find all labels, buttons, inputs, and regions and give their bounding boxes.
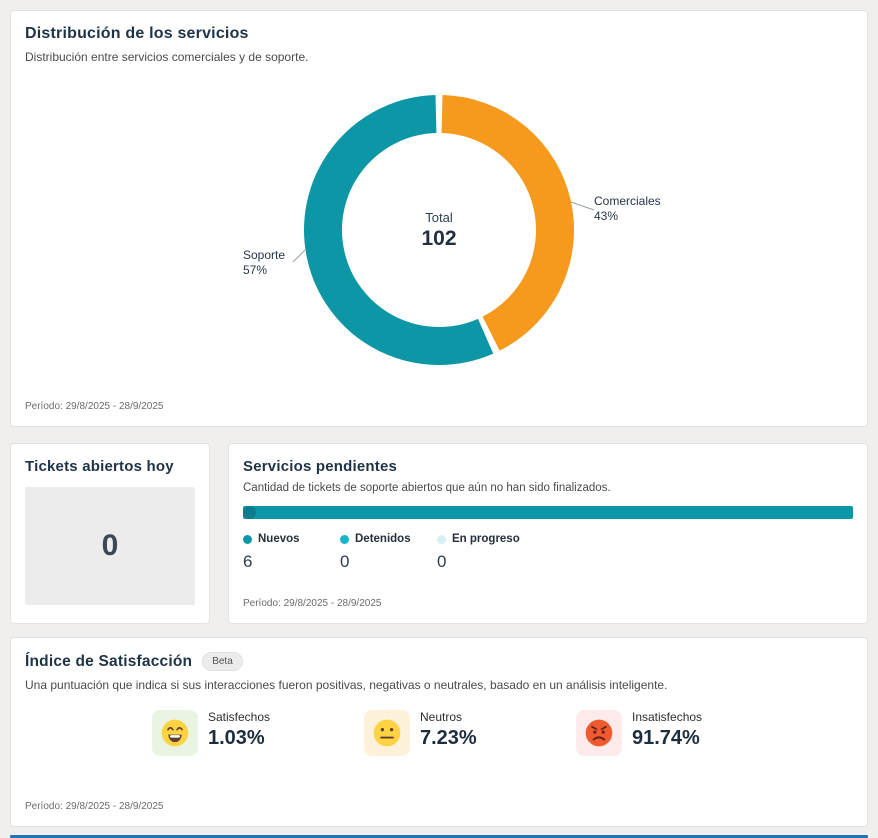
- legend-item-en-progreso[interactable]: En progreso 0: [437, 533, 534, 572]
- pending-stacked-bar[interactable]: [243, 506, 853, 519]
- legend-label-detenidos: Detenidos: [355, 533, 411, 545]
- pending-bar-cap: [243, 506, 256, 519]
- satisfaction-subtitle: Una puntuación que indica si sus interac…: [25, 678, 668, 692]
- donut-chart-area: Total 102 Comerciales 43% Soporte 57%: [25, 64, 853, 401]
- legend-value-detenidos: 0: [340, 552, 350, 571]
- donut-label-soporte-name: Soporte: [243, 248, 286, 262]
- legend-label-nuevos: Nuevos: [258, 533, 300, 545]
- distribution-title: Distribución de los servicios: [25, 25, 249, 42]
- distribution-period: Período: 29/8/2025 - 28/9/2025: [25, 401, 164, 412]
- satisfaction-card: Índice de Satisfacción Beta Una puntuaci…: [10, 637, 868, 827]
- footer-bar: [10, 835, 868, 838]
- satisfaction-title: Índice de Satisfacción: [25, 652, 193, 670]
- tickets-count-box: 0: [25, 487, 195, 605]
- donut-label-comerciales: Comerciales 43%: [594, 194, 661, 224]
- bar-segment-nuevos[interactable]: [243, 506, 853, 519]
- stat-insatisfechos: Insatisfechos 91.74%: [576, 710, 726, 756]
- total-label: Total: [425, 209, 453, 225]
- stat-neutros: Neutros 7.23%: [364, 710, 514, 756]
- donut-label-soporte-pct: 57%: [243, 263, 268, 277]
- donut-label-comerciales-name: Comerciales: [594, 194, 661, 208]
- legend-dot-en-progreso-icon: [437, 534, 446, 544]
- pending-subtitle: Cantidad de tickets de soporte abiertos …: [243, 482, 611, 494]
- donut-center-total: Total 102: [299, 90, 579, 370]
- legend-item-detenidos[interactable]: Detenidos 0: [340, 533, 437, 572]
- beta-badge: Beta: [202, 652, 243, 671]
- donut-label-comerciales-pct: 43%: [594, 209, 619, 223]
- pending-period: Período: 29/8/2025 - 28/9/2025: [243, 598, 382, 609]
- stat-value-neutros: 7.23%: [420, 727, 477, 749]
- total-value: 102: [421, 226, 457, 250]
- donut-segment-comerciales[interactable]: [441, 95, 574, 351]
- angry-face-icon: [576, 710, 622, 756]
- pending-title: Servicios pendientes: [243, 458, 398, 475]
- middle-row: Tickets abiertos hoy 0 Servicios pendien…: [10, 443, 868, 624]
- dashboard: Distribución de los servicios Distribuci…: [10, 10, 868, 838]
- satisfaction-stats: Satisfechos 1.03% Neutros 7.23%: [25, 710, 853, 756]
- stat-satisfechos: Satisfechos 1.03%: [152, 710, 302, 756]
- distribution-card: Distribución de los servicios Distribuci…: [10, 10, 868, 427]
- stat-label-neutros: Neutros: [420, 710, 463, 724]
- tickets-count-value: 0: [101, 529, 119, 562]
- satisfaction-title-row: Índice de Satisfacción Beta: [25, 652, 853, 671]
- neutral-face-icon: [364, 710, 410, 756]
- pending-services-card: Servicios pendientes Cantidad de tickets…: [228, 443, 868, 624]
- legend-dot-nuevos-icon: [243, 534, 252, 544]
- stat-label-insatisfechos: Insatisfechos: [632, 710, 703, 724]
- legend-value-nuevos: 6: [243, 552, 253, 571]
- donut-chart[interactable]: Total 102: [292, 90, 595, 370]
- stat-label-satisfechos: Satisfechos: [208, 710, 271, 724]
- grinning-face-icon: [152, 710, 198, 756]
- donut-segment-soporte[interactable]: [304, 95, 494, 365]
- donut-svg: [292, 95, 595, 365]
- legend-item-nuevos[interactable]: Nuevos 6: [243, 533, 340, 572]
- label-connector-right: [570, 201, 595, 211]
- satisfaction-period: Período: 29/8/2025 - 28/9/2025: [25, 801, 164, 812]
- legend-value-en-progreso: 0: [437, 552, 447, 571]
- legend-dot-detenidos-icon: [340, 534, 349, 544]
- distribution-subtitle: Distribución entre servicios comerciales…: [25, 50, 309, 64]
- donut-label-soporte: Soporte 57%: [243, 248, 285, 278]
- legend-label-en-progreso: En progreso: [452, 533, 520, 545]
- stat-value-insatisfechos: 91.74%: [632, 727, 700, 749]
- label-connector-left: [292, 249, 306, 263]
- pending-legend: Nuevos 6 Detenidos 0 En progreso: [243, 533, 853, 572]
- stat-value-satisfechos: 1.03%: [208, 727, 265, 749]
- tickets-title: Tickets abiertos hoy: [25, 458, 174, 475]
- tickets-card: Tickets abiertos hoy 0: [10, 443, 210, 624]
